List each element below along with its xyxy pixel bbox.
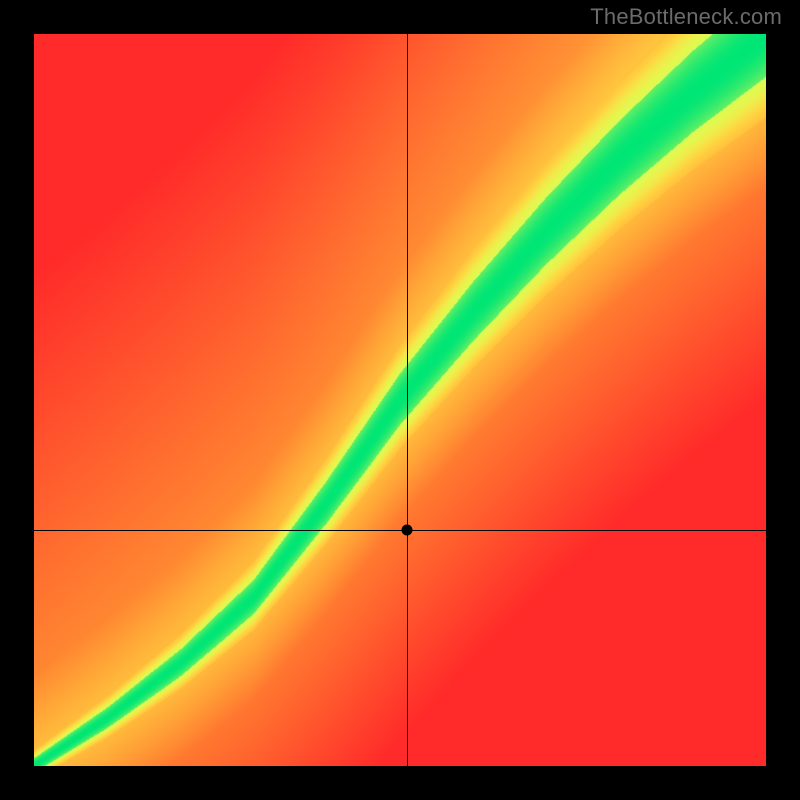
crosshair-horizontal [34,530,766,531]
heatmap-plot [34,34,766,766]
crosshair-point [402,525,413,536]
heatmap-canvas [34,34,766,766]
watermark-text: TheBottleneck.com [590,4,782,30]
crosshair-vertical [407,34,408,766]
